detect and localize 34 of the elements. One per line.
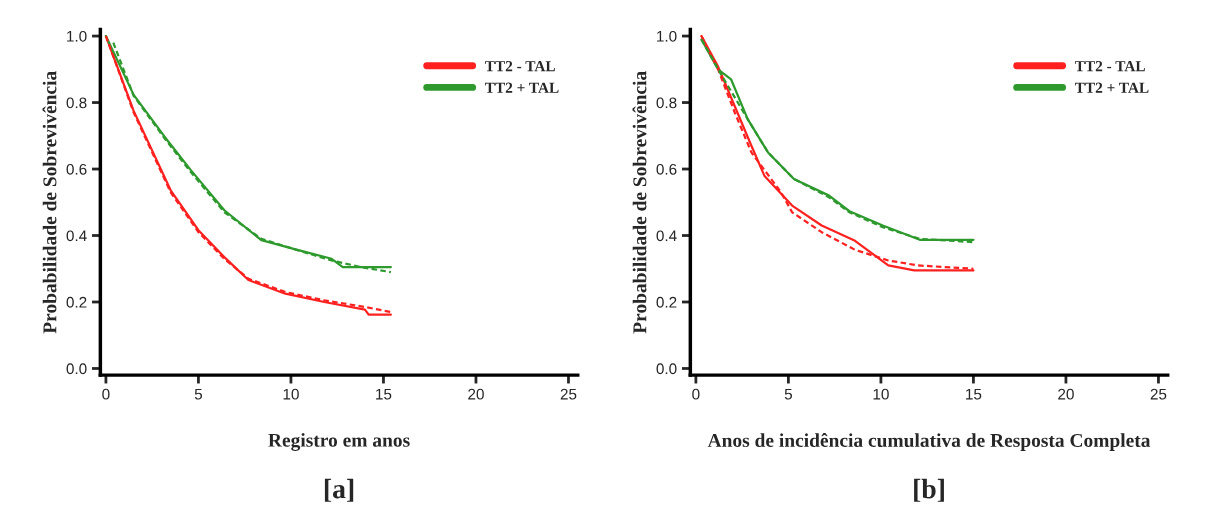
y-tick-label: 0.2	[66, 296, 87, 308]
y-tick-label: 0.4	[656, 230, 677, 242]
y-tick-label: 1.0	[657, 30, 677, 42]
y-tick-label: 0.8	[656, 97, 677, 109]
x-tick-label: 20	[468, 388, 484, 400]
y-tick-label: 0.0	[66, 363, 87, 375]
legend-label: TT2 + TAL	[485, 82, 559, 93]
y-tick-label: 0.2	[656, 296, 677, 308]
text: [a]	[324, 478, 354, 502]
x-tick-label: 0	[102, 388, 110, 400]
y-tick-label: 0.6	[66, 163, 87, 175]
x-axis-title: Registro em anos	[268, 433, 410, 451]
y-tick-label: 0.0	[656, 363, 677, 375]
x-tick-label: 15	[376, 388, 392, 400]
y-tick-label: 1.0	[67, 30, 87, 42]
x-tick-label: 15	[966, 388, 982, 400]
y-tick-label: 0.8	[66, 97, 87, 109]
x-tick-label: 10	[283, 388, 299, 400]
legend-label: TT2 - TAL	[1075, 61, 1145, 72]
y-tick-label: 0.4	[66, 230, 87, 242]
x-axis-title: Anos de incidência cumulativa de Resposta Completa	[707, 433, 1151, 451]
text: [b]	[914, 478, 944, 502]
legend-label: TT2 + TAL	[1075, 82, 1149, 93]
legend-label: TT2 - TAL	[485, 61, 555, 72]
y-tick-label: 0.6	[656, 163, 677, 175]
x-tick-label: 25	[560, 388, 577, 400]
x-tick-label: 10	[873, 388, 889, 400]
x-tick-label: 0	[692, 388, 700, 400]
y-axis-title: Probabilidade de Sobrevivência	[632, 71, 647, 334]
x-tick-label: 5	[194, 388, 203, 400]
x-tick-label: 5	[784, 388, 793, 400]
x-tick-label: 25	[1150, 388, 1167, 400]
x-tick-label: 20	[1058, 388, 1074, 400]
y-axis-title: Probabilidade de Sobrevivência	[42, 71, 57, 334]
